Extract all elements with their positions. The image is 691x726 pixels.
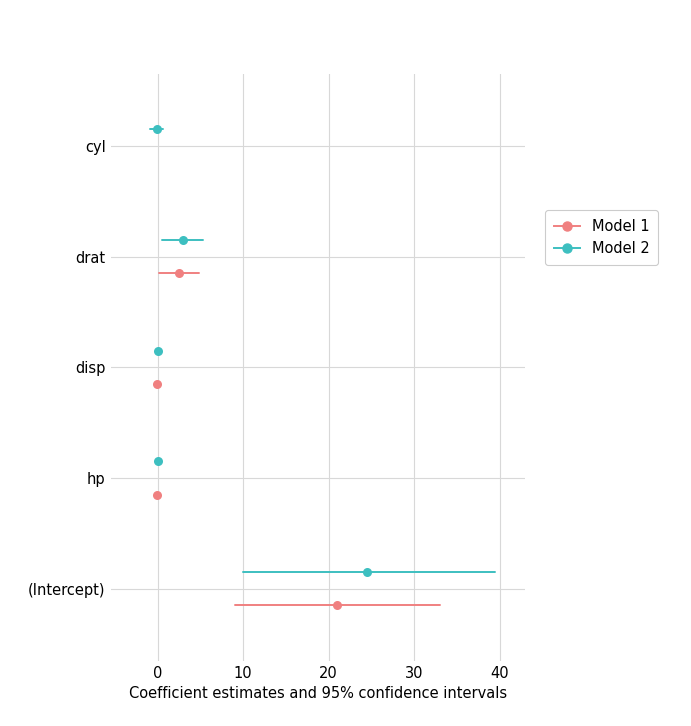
Legend: Model 1, Model 2: Model 1, Model 2 bbox=[545, 211, 658, 265]
Text: ×: × bbox=[659, 14, 674, 31]
X-axis label: Coefficient estimates and 95% confidence intervals: Coefficient estimates and 95% confidence… bbox=[129, 686, 507, 701]
Text: R Graphics: Device 2 (ACTIVE): R Graphics: Device 2 (ACTIVE) bbox=[205, 14, 486, 31]
